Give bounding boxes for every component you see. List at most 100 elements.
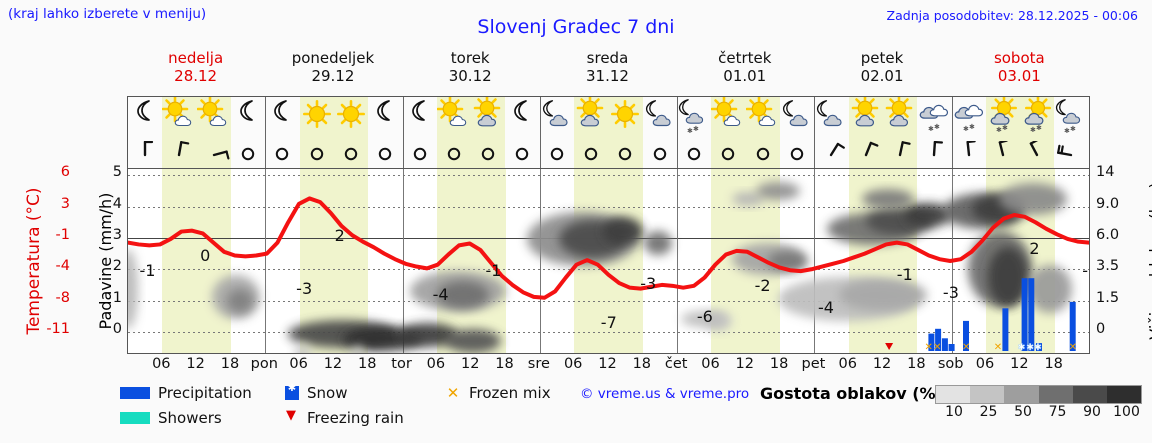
legend-frozen-mix-label: Frozen mix [469,384,551,402]
frozen-mix-marker-1: ✕ [925,342,933,353]
x-tick-25: 12 [1010,356,1029,372]
gridline-h-0 [128,175,1089,176]
x-tick-7: tor [391,356,412,372]
density-tick-1: 25 [979,404,998,420]
daylight-band-2 [436,169,506,353]
temperature-tick-2: -1 [55,227,70,243]
frozen-mix-marker-3: ✕ [962,342,970,353]
x-tick-9: 12 [460,356,480,372]
precipitation-tick-4: 1 [112,289,122,306]
wind-barb-1 [162,141,197,168]
wind-barb-row [128,141,1089,168]
cloud-blob-34 [862,189,914,209]
legend-precipitation-label: Precipitation [158,384,252,402]
cloud-blob-12 [644,231,672,255]
wind-barb-19 [780,141,814,168]
day-header-row: nedelja 28.12 ponedeljek 29.12 torek 30.12 sre… [127,49,1090,94]
precipitation-bar-2 [941,338,948,351]
wind-barb-7 [368,141,402,168]
weather-icon-moon-cloud-snow-16: ✱ ✱ [677,97,711,141]
temperature-value-label-8: -6 [696,307,713,326]
temperature-value-label-14: -1 [1082,261,1089,280]
density-tick-5: 100 [1113,404,1140,420]
temperature-value-label-5: -1 [485,261,502,280]
day-header-0: nedelja 28.12 [127,49,264,94]
day-date: 28.12 [174,66,218,85]
frozen-mix-swatch-icon: ✕ [446,384,460,402]
svg-text:✱: ✱ [969,123,975,131]
wind-barb-5 [299,141,334,168]
x-tick-24: 06 [975,356,995,372]
freezing-rain-swatch-icon: ▼ [286,408,296,423]
wind-barb-15 [643,141,677,168]
wind-barb-16 [677,141,711,168]
page-title: Slovenj Gradec 7 dni [477,16,675,38]
showers-swatch-icon [120,412,150,424]
cloud-blob-2 [227,289,253,313]
density-swatch-3 [1038,386,1073,403]
cloud-blob-33 [350,345,366,353]
temperature-value-label-11: -1 [896,264,913,284]
temperature-axis-title: Temperatura (°C) [2,168,44,354]
wind-barb-22 [882,141,918,168]
cloudheight-tick-5: 0 [1096,320,1106,337]
x-tick-19: pet [801,356,826,372]
svg-text:✱: ✱ [963,125,969,133]
gridline-v-day-3 [539,169,541,353]
svg-text:✱: ✱ [1036,124,1042,132]
copyright-link[interactable]: © vreme.us & vreme.pro [580,386,750,402]
temperature-value-label-12: -3 [942,283,959,303]
precipitation-bar-5 [1002,308,1009,351]
day-separator-3 [539,97,541,169]
temperature-tick-5: -11 [46,320,70,337]
legend-precipitation: Precipitation [120,384,252,402]
gridline-v-day-5 [814,169,816,353]
wind-barb-12 [540,141,574,168]
cloud-blob-21 [904,203,952,227]
cloud-density-title: Gostota oblakov (%) [760,384,943,403]
temperature-tick-0: 6 [60,164,70,181]
density-swatch-4 [1072,386,1107,403]
cloud-density-tick-labels: 10 25 50 75 90 100 [925,404,1150,422]
cloud-density-layer [128,182,1072,353]
temperature-tick-4: -8 [55,289,70,306]
temperature-value-label-13: 2 [1029,238,1040,258]
density-tick-2: 50 [1014,404,1032,420]
x-tick-26: 18 [1044,356,1063,372]
cloud-blob-8 [437,281,489,309]
wind-barb-26 [1020,141,1055,168]
x-tick-18: 18 [769,356,789,372]
frozen-mix-marker-4: ✕ [994,342,1002,353]
temperature-value-label-10: -4 [817,297,834,317]
day-date: 01.01 [723,66,767,85]
cloud-blob-31 [681,311,725,327]
day-name: ponedeljek [291,49,375,67]
precipitation-bar-4 [963,320,969,351]
day-date: 30.12 [448,66,492,85]
x-tick-22: 18 [907,356,926,372]
temperature-tick-3: -4 [55,258,70,275]
precipitation-bar-7 [1028,278,1035,351]
weather-icon-sun-cloud-9 [436,97,472,141]
weather-icon-sun-cloud-snow-26: ✱ ✱ [1020,97,1055,141]
cloud-density-colorbar [935,385,1142,404]
cloud-blob-18 [839,279,927,311]
svg-text:✱: ✱ [996,126,1002,134]
svg-text:✱: ✱ [1030,126,1036,134]
day-header-2: torek 30.12 [402,49,539,94]
snow-swatch-icon: ✱ [285,383,299,400]
temperature-value-label-1: 0 [200,246,211,266]
wind-barb-13 [574,141,609,168]
gridline-h-1 [128,207,1089,208]
weather-icon-moon-cloud-snow-27: ✱ ✱ [1054,97,1088,141]
weather-icon-sun-cloud-snow-25: ✱ ✱ [985,97,1021,141]
svg-text:✱: ✱ [934,123,940,131]
cloud-blob-26 [999,183,1067,215]
cloudheight-tick-0: 14 [1096,164,1115,181]
precipitation-bars-layer: ✕ ✕ ✕ ✕ ✱ ✱ ✱ ✕ [885,278,1077,353]
day-header-1: ponedeljek 29.12 [264,49,401,94]
svg-text:✱: ✱ [1064,127,1070,135]
wind-barb-17 [711,141,746,168]
precipitation-tick-2: 3 [112,227,122,243]
legend-snow-label: Snow [307,384,348,402]
